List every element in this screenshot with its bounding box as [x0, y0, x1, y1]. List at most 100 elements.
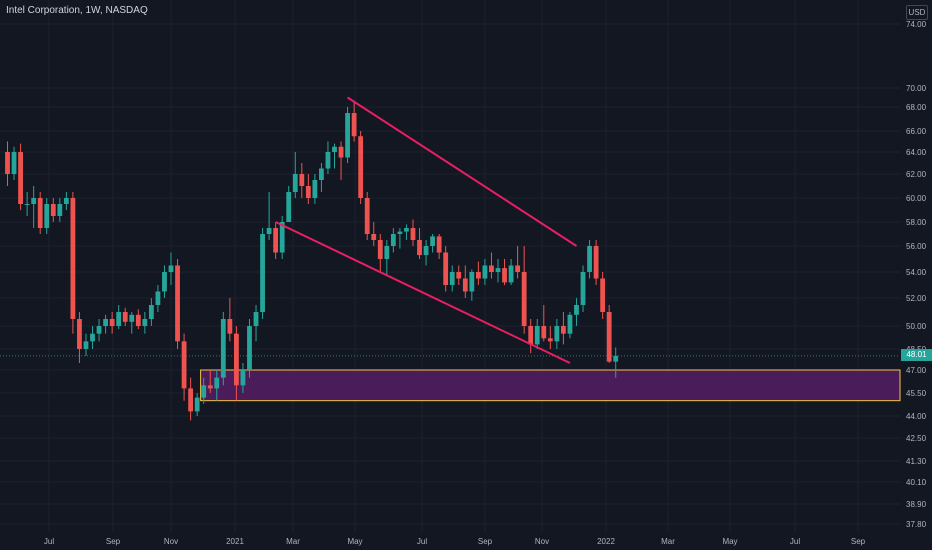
y-tick-label: 44.00 — [906, 412, 927, 421]
y-tick-label: 37.80 — [906, 520, 927, 529]
candle-body — [397, 231, 403, 234]
candle-body — [449, 272, 455, 285]
candle-body — [475, 272, 481, 279]
candle-body — [148, 305, 154, 319]
x-tick-label: 2021 — [226, 537, 244, 546]
candle-body — [528, 326, 534, 345]
candle-body — [273, 228, 279, 253]
y-tick-label: 38.90 — [906, 500, 927, 509]
y-tick-label: 42.50 — [906, 434, 927, 443]
candle-body — [325, 152, 331, 169]
candle-body — [606, 312, 612, 362]
x-tick-label: Jul — [44, 537, 54, 546]
y-tick-label: 56.00 — [906, 242, 927, 251]
candle-body — [109, 319, 115, 326]
candles — [5, 102, 619, 421]
candle-body — [181, 341, 187, 389]
time-axis[interactable]: Jul Sep Nov 2021 Mar May Jul Sep Nov 2022 Mar May Ju… — [44, 537, 866, 546]
candle-body — [201, 385, 207, 398]
candle-body — [11, 152, 17, 174]
last-price-badge: 48.01 — [901, 349, 932, 361]
y-tick-label: 64.00 — [906, 148, 927, 157]
candle-body — [410, 228, 416, 240]
lower-trendline[interactable] — [275, 221, 571, 364]
chart-title: Intel Corporation, 1W, NASDAQ — [6, 5, 148, 16]
candle-body — [600, 278, 606, 312]
candle-body — [430, 236, 435, 246]
candle-body — [24, 204, 30, 205]
candle-body — [57, 204, 63, 216]
y-tick-label: 47.00 — [906, 366, 927, 375]
candle-body — [364, 198, 370, 234]
y-tick-label: 60.00 — [906, 194, 927, 203]
candle-body — [83, 341, 89, 349]
candle-body — [286, 192, 292, 222]
candle-body — [234, 333, 239, 386]
y-tick-label: 74.00 — [906, 20, 927, 29]
candle-body — [214, 377, 220, 389]
candle-body — [5, 152, 10, 174]
trendlines — [275, 96, 578, 364]
candle-body — [574, 305, 579, 315]
candle-body — [63, 198, 69, 204]
candle-body — [371, 234, 377, 240]
candle-body — [377, 240, 383, 259]
candle-body — [358, 136, 364, 198]
x-tick-label: Mar — [661, 537, 675, 546]
candle-body — [436, 236, 442, 253]
candle-body — [292, 174, 298, 192]
candle-body — [18, 152, 23, 204]
support-zone-rect — [200, 369, 901, 402]
candle-body — [384, 246, 390, 259]
price-axis[interactable]: 74.00 70.00 68.00 66.00 64.00 62.00 60.00 58.00… — [906, 20, 927, 529]
candle-body — [489, 265, 494, 272]
grid — [0, 0, 900, 532]
upper-trendline[interactable] — [347, 96, 578, 247]
candle-body — [613, 355, 619, 362]
currency-button[interactable]: USD — [906, 5, 928, 20]
candle-body — [456, 272, 462, 279]
candle-body — [135, 314, 141, 326]
candle-body — [345, 113, 350, 158]
x-tick-label: Mar — [286, 537, 300, 546]
candle-body — [194, 397, 200, 412]
x-tick-label: Sep — [106, 537, 121, 546]
candle-body — [561, 326, 566, 334]
candle-body — [247, 326, 252, 370]
candle-body — [240, 370, 246, 386]
candle-body — [77, 319, 82, 349]
candle-body — [312, 180, 318, 198]
candle-body — [188, 388, 194, 412]
candle-body — [502, 268, 507, 283]
candle-body — [122, 312, 128, 322]
candle-body — [175, 265, 180, 342]
x-tick-label: Jul — [417, 537, 427, 546]
candle-body — [462, 278, 468, 292]
candle-body — [44, 204, 50, 228]
y-tick-label: 40.10 — [906, 478, 927, 487]
y-tick-label: 66.00 — [906, 127, 927, 136]
candle-body — [587, 246, 592, 272]
candle-body — [554, 326, 560, 342]
y-tick-label: 45.50 — [906, 389, 927, 398]
y-tick-label: 50.00 — [906, 322, 927, 331]
candle-body — [220, 319, 226, 378]
candle-body — [515, 265, 521, 272]
candle-body — [319, 168, 324, 180]
candle-body — [103, 319, 108, 326]
candle-body — [417, 240, 422, 256]
candle-body — [593, 246, 599, 279]
candle-body — [482, 265, 488, 279]
y-tick-label: 54.00 — [906, 268, 927, 277]
candle-body — [469, 272, 475, 292]
candle-body — [404, 228, 409, 232]
candle-body — [305, 186, 311, 198]
candle-body — [534, 326, 540, 345]
candle-body — [495, 268, 501, 272]
candle-body — [521, 272, 527, 326]
candle-body — [547, 338, 553, 342]
y-tick-label: 62.00 — [906, 170, 927, 179]
candle-body — [31, 198, 37, 204]
y-tick-label: 52.00 — [906, 294, 927, 303]
